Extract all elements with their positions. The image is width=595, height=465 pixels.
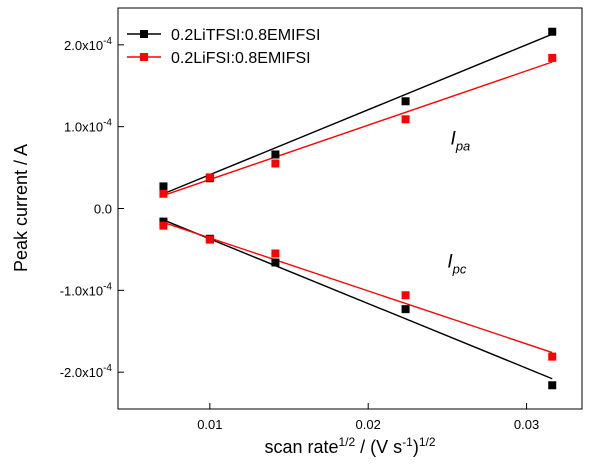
data-points (159, 27, 557, 390)
legend: 0.2LiTFSI:0.8EMIFSI 0.2LiFSI:0.8EMIFSI (127, 27, 320, 67)
point-series-2-cathodic-0 (159, 221, 168, 230)
point-series-2-anodic-0 (159, 189, 168, 198)
point-series-1-anodic-0 (159, 182, 168, 191)
y-tick-label-4: 2.0x10-4 (64, 36, 112, 53)
point-series-2-cathodic-1 (205, 235, 214, 244)
x-tick-label-1: 0.02 (356, 417, 381, 432)
x-axis-ticks: 0.01 0.02 0.03 (197, 403, 539, 432)
point-series-1-cathodic-0 (159, 217, 168, 226)
point-series-2-anodic-3 (401, 115, 410, 124)
fit-lines (163, 33, 553, 380)
fit-line-series-1-cathodic (163, 219, 553, 380)
y-axis-ticks: -2.0x10-4 -1.0x10-4 0.0 1.0x10-4 2.0x10-4 (60, 36, 124, 380)
point-series-1-cathodic-3 (401, 305, 410, 314)
y-tick-label-2: 0.0 (94, 202, 112, 217)
legend-marker-series-1 (140, 30, 148, 38)
peak-annotations: Ipa Ipc (447, 129, 470, 277)
x-tick-label-2: 0.03 (514, 417, 539, 432)
y-tick-label-1: -1.0x10-4 (60, 281, 113, 298)
annotation-pc: Ipc (447, 251, 467, 276)
y-tick-label-0: -2.0x10-4 (60, 363, 113, 380)
point-series-2-cathodic-3 (401, 291, 410, 300)
annotation-pa: Ipa (451, 129, 471, 154)
y-axis-title: Peak current / A (11, 144, 31, 272)
point-series-2-cathodic-4 (548, 352, 557, 361)
point-series-1-anodic-3 (401, 97, 410, 106)
point-series-2-anodic-1 (205, 173, 214, 182)
fit-line-series-2-anodic (163, 61, 553, 197)
point-series-1-cathodic-2 (271, 258, 280, 267)
x-tick-label-0: 0.01 (197, 417, 222, 432)
fit-line-series-2-cathodic (163, 221, 553, 354)
point-series-2-anodic-4 (548, 53, 557, 62)
x-axis-title: scan rate1/2 / (V s-1)1/2 (264, 435, 435, 457)
legend-label-series-2: 0.2LiFSI:0.8EMIFSI (171, 50, 311, 67)
fit-line-series-1-anodic (163, 33, 553, 195)
point-series-2-cathodic-2 (271, 249, 280, 258)
legend-label-series-1: 0.2LiTFSI:0.8EMIFSI (171, 27, 320, 44)
point-series-1-anodic-2 (271, 150, 280, 159)
y-tick-label-3: 1.0x10-4 (64, 118, 112, 135)
point-series-1-anodic-4 (548, 27, 557, 36)
legend-marker-series-2 (140, 53, 148, 61)
point-series-2-anodic-2 (271, 159, 280, 168)
plot-frame (117, 7, 583, 410)
point-series-1-cathodic-4 (548, 381, 557, 390)
